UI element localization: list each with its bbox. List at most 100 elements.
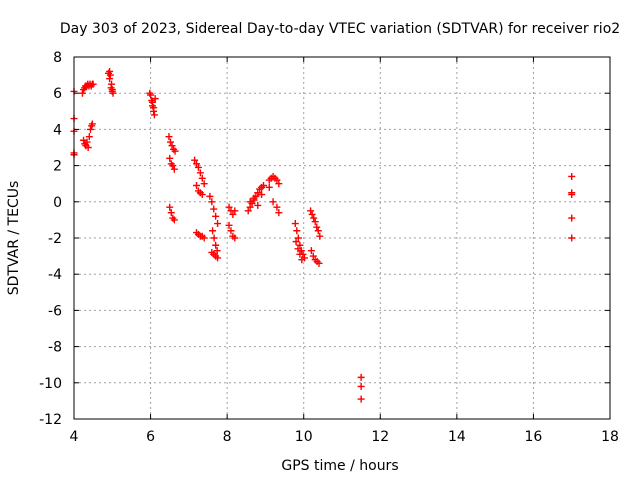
data-points bbox=[70, 67, 576, 403]
plot-frame bbox=[73, 56, 611, 420]
data-point bbox=[225, 203, 233, 211]
data-point bbox=[191, 156, 199, 164]
data-point bbox=[269, 198, 277, 206]
y-tick-label: -2 bbox=[48, 231, 62, 247]
data-point bbox=[106, 71, 114, 79]
y-tick-label: -10 bbox=[39, 376, 62, 392]
data-point bbox=[171, 147, 179, 155]
data-point bbox=[296, 241, 304, 249]
data-point bbox=[294, 245, 302, 253]
data-point bbox=[310, 214, 318, 222]
data-point bbox=[568, 234, 576, 242]
x-axis-label: GPS time / hours bbox=[281, 458, 398, 474]
data-point bbox=[166, 154, 174, 162]
data-point bbox=[206, 192, 214, 200]
grid bbox=[74, 57, 610, 419]
data-point bbox=[150, 111, 158, 119]
data-point bbox=[151, 95, 159, 103]
y-tick-label: 8 bbox=[53, 50, 62, 66]
data-point bbox=[166, 203, 174, 211]
data-point bbox=[231, 207, 239, 215]
data-point bbox=[357, 373, 365, 381]
data-point bbox=[309, 252, 317, 260]
data-point bbox=[294, 234, 302, 242]
data-point bbox=[265, 183, 273, 191]
data-point bbox=[89, 80, 97, 88]
data-point bbox=[311, 218, 319, 226]
data-point bbox=[250, 194, 258, 202]
y-tick-label: 2 bbox=[53, 159, 62, 175]
data-point bbox=[170, 165, 178, 173]
data-point bbox=[210, 234, 218, 242]
data-point bbox=[254, 189, 262, 197]
data-point bbox=[273, 176, 281, 184]
x-tick-label: 18 bbox=[601, 429, 619, 445]
data-point bbox=[88, 120, 96, 128]
data-point bbox=[568, 191, 576, 199]
data-point bbox=[167, 209, 175, 217]
data-point bbox=[84, 144, 92, 151]
data-point bbox=[315, 259, 323, 267]
data-point bbox=[210, 205, 218, 213]
data-point bbox=[227, 227, 235, 235]
data-point bbox=[291, 220, 299, 228]
data-point bbox=[246, 198, 254, 206]
data-point bbox=[229, 210, 237, 218]
y-tick-label: -4 bbox=[48, 267, 62, 283]
x-tick-label: 10 bbox=[295, 429, 313, 445]
data-point bbox=[147, 91, 155, 99]
y-tick-label: 6 bbox=[53, 86, 62, 102]
data-point bbox=[193, 160, 201, 168]
data-point bbox=[213, 247, 221, 255]
x-tick-label: 12 bbox=[371, 429, 389, 445]
data-point bbox=[198, 174, 206, 182]
data-point bbox=[296, 250, 304, 258]
data-point bbox=[209, 227, 217, 235]
data-point bbox=[200, 180, 208, 188]
data-point bbox=[260, 182, 268, 190]
data-point bbox=[275, 180, 283, 188]
data-point bbox=[258, 191, 266, 199]
data-point bbox=[106, 67, 114, 75]
data-point bbox=[78, 89, 86, 97]
data-point bbox=[212, 241, 220, 249]
data-point bbox=[275, 209, 283, 217]
data-point bbox=[200, 234, 208, 242]
data-point bbox=[106, 75, 114, 83]
data-point bbox=[165, 133, 173, 141]
data-point bbox=[214, 220, 222, 228]
data-point bbox=[244, 207, 252, 215]
y-tick-label: 0 bbox=[53, 195, 62, 211]
chart-title: Day 303 of 2023, Sidereal Day-to-day VTE… bbox=[60, 21, 620, 37]
data-point bbox=[357, 395, 365, 403]
data-point bbox=[214, 254, 222, 262]
data-point bbox=[292, 238, 300, 246]
data-point bbox=[308, 210, 316, 218]
data-point bbox=[208, 198, 216, 206]
data-point bbox=[170, 216, 178, 224]
data-point bbox=[314, 227, 322, 235]
data-point bbox=[85, 133, 93, 141]
data-point bbox=[357, 382, 365, 390]
data-point bbox=[196, 169, 204, 177]
x-tick-label: 16 bbox=[525, 429, 543, 445]
data-point bbox=[254, 201, 262, 209]
axis-ticks: 4 6 8 10 12 14 16 18 -12 -10 -8 -6 -4 -2 0 2 4 6 8 bbox=[39, 50, 619, 445]
data-point bbox=[169, 162, 177, 170]
data-point bbox=[168, 142, 176, 150]
data-point bbox=[148, 98, 156, 106]
x-tick-label: 6 bbox=[146, 429, 155, 445]
data-point bbox=[316, 232, 324, 240]
y-tick-label: -6 bbox=[48, 303, 62, 319]
data-point bbox=[298, 256, 306, 264]
y-tick-label: -12 bbox=[39, 412, 62, 428]
data-point bbox=[150, 104, 158, 112]
x-tick-label: 8 bbox=[223, 429, 232, 445]
data-point bbox=[231, 234, 239, 242]
data-point bbox=[198, 191, 206, 199]
data-point bbox=[107, 84, 115, 92]
x-tick-label: 14 bbox=[448, 429, 466, 445]
data-point bbox=[108, 87, 116, 95]
y-axis-label: SDTVAR / TECUs bbox=[6, 181, 22, 296]
